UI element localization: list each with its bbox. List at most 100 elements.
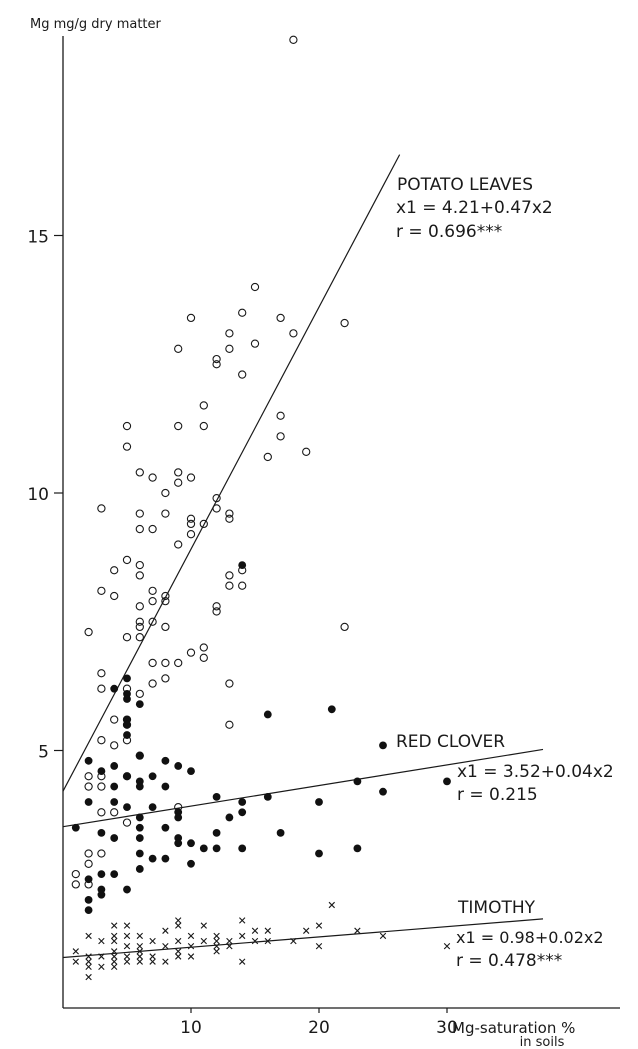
potato-leaves-point-43	[122, 555, 132, 565]
potato-leaves-point-13	[238, 370, 247, 379]
potato-leaves-point-102	[71, 880, 80, 889]
timothy-point-20	[123, 953, 131, 960]
potato-leaves-point-26	[186, 473, 196, 482]
potato-leaves-point-92	[84, 782, 93, 791]
red-clover-point-1	[123, 674, 131, 683]
potato-leaves-point-14	[199, 401, 208, 410]
timothy-point-9	[98, 963, 105, 970]
potato-leaves-point-96	[110, 808, 119, 817]
fit-line-red-clover	[62, 748, 544, 828]
equation-red-clover: x1 = 3.52+0.04x2	[457, 762, 614, 782]
timothy-point-15	[111, 958, 118, 965]
potato-leaves-point-54	[161, 591, 170, 601]
timothy-point-10	[111, 922, 118, 929]
red-clover-point-30	[84, 798, 93, 806]
potato-leaves-point-31	[97, 504, 106, 513]
timothy-point-29	[149, 958, 156, 965]
potato-leaves-point-29	[212, 493, 221, 503]
timothy-point-36	[175, 948, 182, 955]
timothy-point-0	[72, 948, 79, 955]
potato-leaves-point-0	[289, 35, 298, 44]
red-clover-point-56	[135, 849, 144, 858]
timothy-point-35	[175, 937, 182, 945]
timothy-point-4	[85, 958, 92, 965]
series-label-potato: POTATO LEAVES	[397, 175, 533, 195]
potato-leaves-point-56	[161, 597, 170, 606]
potato-leaves-point-27	[174, 478, 183, 487]
timothy-point-30	[162, 927, 169, 934]
red-clover-point-68	[84, 895, 93, 904]
equation-potato: x1 = 4.21+0.47x2	[396, 198, 553, 218]
potato-leaves-point-93	[97, 782, 106, 791]
potato-leaves-point-100	[84, 859, 93, 868]
red-clover-point-67	[97, 890, 106, 899]
potato-leaves-point-97	[122, 818, 132, 827]
timothy-point-17	[123, 922, 131, 929]
timothy-point-37	[175, 953, 182, 960]
x-tick-label-10: 10	[180, 1018, 202, 1038]
timothy-point-53	[251, 937, 259, 945]
timothy-point-1	[72, 958, 79, 965]
red-clover-point-42	[135, 823, 144, 832]
r-value-timothy: r = 0.478***	[456, 951, 562, 971]
potato-leaves-point-58	[212, 602, 221, 611]
timothy-point-43	[213, 932, 220, 940]
timothy-point-51	[239, 958, 246, 965]
potato-leaves-point-38	[199, 519, 208, 529]
y-tick-label-15: 15	[27, 228, 49, 248]
red-clover-point-35	[148, 803, 157, 812]
potato-leaves-point-89	[84, 772, 93, 781]
timothy-point-41	[200, 922, 207, 929]
equation-timothy: x1 = 0.98+0.02x2	[456, 928, 604, 947]
timothy-point-27	[149, 937, 156, 945]
timothy-point-31	[162, 943, 169, 950]
data-points	[71, 35, 451, 981]
potato-leaves-point-4	[276, 313, 285, 323]
red-clover-point-26	[161, 782, 170, 791]
red-clover-point-20	[148, 772, 157, 781]
potato-leaves-point-63	[161, 622, 170, 632]
red-clover-point-28	[212, 792, 221, 801]
y-tick-label-5: 5	[38, 743, 49, 763]
red-clover-point-62	[97, 870, 106, 878]
potato-leaves-point-20	[122, 442, 132, 451]
timothy-point-44	[213, 937, 220, 945]
potato-leaves-point-22	[263, 452, 272, 462]
potato-leaves-point-35	[186, 514, 196, 523]
timothy-point-13	[111, 948, 118, 955]
potato-leaves-point-95	[97, 808, 106, 817]
potato-leaves-point-17	[174, 421, 183, 431]
red-clover-point-58	[148, 854, 157, 863]
timothy-point-63	[443, 943, 451, 950]
timothy-point-57	[303, 927, 310, 934]
fit-line-potato-leaves	[62, 154, 401, 792]
potato-leaves-point-57	[135, 602, 144, 611]
timothy-point-34	[175, 922, 182, 929]
red-clover-point-48	[135, 834, 144, 842]
potato-leaves-point-37	[186, 519, 196, 529]
red-clover-point-52	[199, 844, 208, 853]
red-clover-point-5	[135, 700, 144, 709]
potato-leaves-point-34	[225, 509, 234, 518]
r-value-red-clover: r = 0.215	[457, 785, 538, 805]
potato-leaves-point-21	[302, 447, 311, 456]
potato-leaves-point-87	[110, 741, 119, 750]
potato-leaves-point-30	[212, 504, 221, 513]
timothy-point-61	[354, 927, 361, 934]
timothy-point-25	[136, 953, 143, 960]
potato-leaves-point-24	[174, 468, 183, 477]
potato-leaves-point-67	[135, 633, 144, 642]
potato-leaves-point-8	[250, 339, 260, 348]
potato-leaves-point-19	[276, 432, 285, 441]
timothy-point-40	[187, 953, 195, 960]
timothy-point-7	[98, 937, 105, 945]
red-clover-point-59	[161, 854, 170, 863]
r-value-potato: r = 0.696***	[396, 222, 502, 242]
potato-leaves-point-18	[199, 421, 208, 431]
series-label-timothy: TIMOTHY	[457, 898, 536, 918]
red-clover-point-18	[187, 767, 195, 775]
potato-leaves-point-2	[238, 308, 247, 317]
potato-leaves-point-46	[110, 566, 119, 575]
potato-leaves-point-85	[97, 736, 106, 745]
